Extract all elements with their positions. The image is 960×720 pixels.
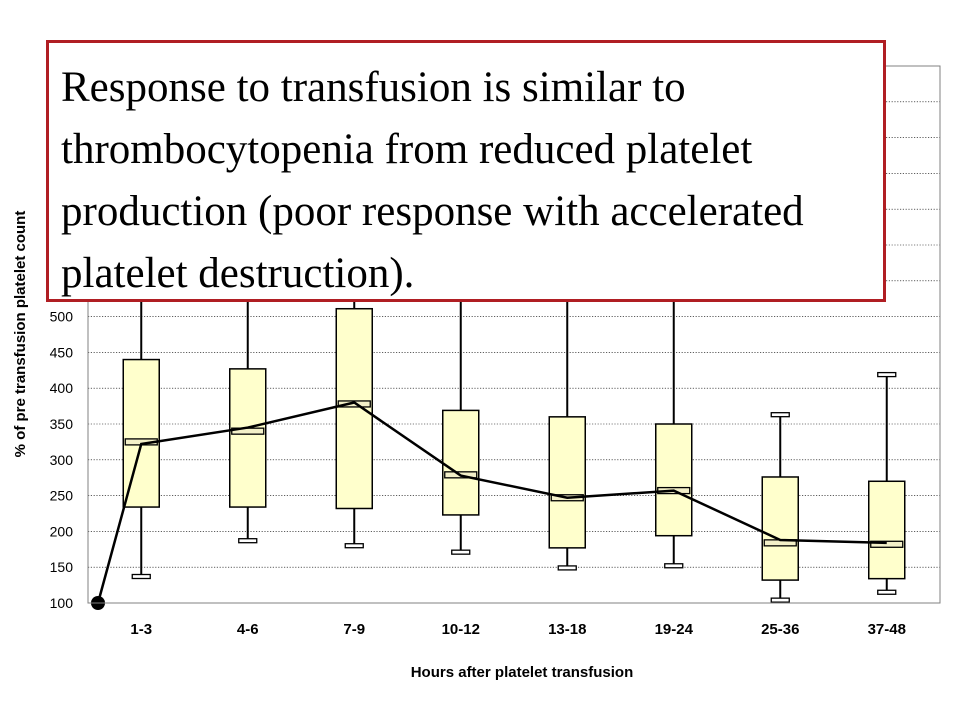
min-cap xyxy=(877,589,897,595)
iqr-box xyxy=(761,476,799,581)
max-cap xyxy=(877,371,897,378)
box-7-9 xyxy=(335,66,373,549)
median-marker xyxy=(870,540,904,548)
min-cap xyxy=(557,565,577,571)
min-cap xyxy=(451,549,471,555)
x-category-label: 10-12 xyxy=(442,621,480,638)
x-category-label: 25-36 xyxy=(761,621,799,638)
min-cap xyxy=(131,573,151,580)
x-category-label: 1-3 xyxy=(130,621,152,638)
iqr-box xyxy=(229,368,267,508)
iqr-box xyxy=(868,480,906,580)
box-25-36 xyxy=(761,412,799,603)
callout-text: Response to transfusion is similar to th… xyxy=(61,64,804,297)
y-axis-title: % of pre transfusion platelet count xyxy=(12,211,29,458)
y-tick-label: 400 xyxy=(50,380,74,396)
iqr-box xyxy=(655,423,693,537)
y-tick-label: 450 xyxy=(50,344,74,360)
y-tick-label: 150 xyxy=(50,559,74,575)
y-tick-label: 200 xyxy=(50,523,74,539)
x-category-label: 4-6 xyxy=(237,621,259,638)
box-37-48 xyxy=(868,371,906,595)
callout-box: Response to transfusion is similar to th… xyxy=(46,40,886,302)
y-tick-label: 500 xyxy=(50,309,74,325)
y-tick-label: 250 xyxy=(50,488,74,504)
y-axis-ticks: 100 150 200 250 300 350 400 450 500 xyxy=(50,309,74,611)
x-axis-title: Hours after platelet transfusion xyxy=(411,664,634,681)
min-cap xyxy=(664,563,684,569)
iqr-box xyxy=(335,307,373,510)
x-category-label: 19-24 xyxy=(655,621,694,638)
y-tick-label: 300 xyxy=(50,452,74,468)
box-1-3 xyxy=(122,66,160,580)
min-cap xyxy=(238,538,258,544)
x-category-label: 37-48 xyxy=(868,621,906,638)
x-category-label: 13-18 xyxy=(548,621,586,638)
y-tick-label: 100 xyxy=(50,595,74,611)
iqr-box xyxy=(122,358,160,508)
median-trend-line xyxy=(96,401,887,604)
iqr-box xyxy=(442,409,480,516)
x-category-label: 7-9 xyxy=(343,621,365,638)
iqr-box xyxy=(548,416,586,549)
x-axis-categories: 1-3 4-6 7-9 10-12 13-18 19-24 25-36 37-48 xyxy=(130,621,906,638)
min-cap xyxy=(344,543,364,549)
y-tick-label: 350 xyxy=(50,416,74,432)
max-cap xyxy=(770,412,790,418)
min-cap xyxy=(770,597,790,603)
